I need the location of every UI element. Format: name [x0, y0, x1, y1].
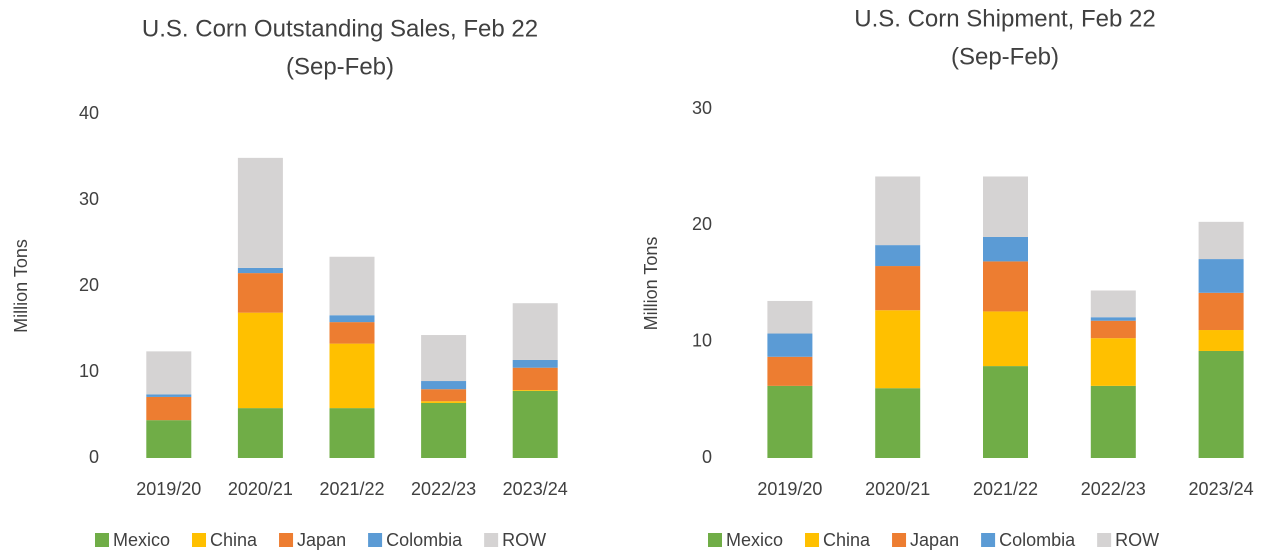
- y-tick-label: 40: [79, 103, 99, 123]
- bar-segment: [1198, 292, 1244, 331]
- bar-segment: [237, 157, 283, 268]
- y-tick-label: 0: [89, 447, 99, 467]
- legend-swatch: [368, 533, 383, 547]
- bar-segment: [875, 176, 921, 246]
- legend-label: China: [823, 530, 871, 550]
- bar-segment: [329, 408, 375, 458]
- bar-segment: [767, 356, 813, 386]
- bar-segment: [146, 394, 192, 397]
- legend-label: Japan: [297, 530, 346, 550]
- x-tick-label: 2022/23: [411, 479, 476, 499]
- bar-segment: [1198, 350, 1244, 458]
- x-tick-label: 2023/24: [503, 479, 568, 499]
- legend-label: Colombia: [999, 530, 1076, 550]
- bar-segment: [1090, 338, 1136, 386]
- legend-label: China: [210, 530, 258, 550]
- bar-segment: [146, 420, 192, 458]
- bar-segment: [767, 385, 813, 458]
- legend-swatch: [484, 533, 499, 547]
- x-tick-label: 2020/21: [228, 479, 293, 499]
- bar-segment: [329, 343, 375, 409]
- bar-segment: [329, 322, 375, 344]
- legend-swatch: [805, 533, 820, 547]
- bar-segment: [237, 273, 283, 313]
- bar-segment: [767, 300, 813, 334]
- chart-title: U.S. Corn Shipment, Feb 22: [854, 5, 1155, 32]
- bar-segment: [329, 315, 375, 323]
- bar-segment: [421, 381, 467, 390]
- chart-subtitle: (Sep-Feb): [951, 43, 1059, 70]
- y-axis-label: Million Tons: [11, 239, 31, 333]
- legend-swatch: [1097, 533, 1112, 547]
- bar-segment: [512, 390, 558, 458]
- bar-segment: [875, 266, 921, 311]
- x-tick-label: 2021/22: [319, 479, 384, 499]
- bar-segment: [146, 396, 192, 421]
- x-tick-label: 2019/20: [757, 479, 822, 499]
- bar-segment: [1090, 320, 1136, 339]
- bar-segment: [983, 236, 1028, 262]
- bar-segment: [329, 256, 375, 316]
- x-tick-label: 2023/24: [1189, 479, 1254, 499]
- bar-segment: [983, 176, 1028, 237]
- y-tick-label: 10: [79, 361, 99, 381]
- bar-segment: [875, 310, 921, 389]
- bar-segment: [1090, 385, 1136, 458]
- bar-segment: [1090, 317, 1136, 321]
- bar-segment: [875, 245, 921, 267]
- bar-segment: [512, 390, 558, 391]
- bar-segment: [421, 401, 467, 403]
- legend-swatch: [95, 533, 109, 547]
- y-tick-label: 0: [702, 447, 712, 467]
- bar-segment: [983, 311, 1028, 367]
- bar-segment: [1198, 259, 1244, 293]
- bar-segment: [237, 408, 283, 458]
- bar-segment: [767, 333, 813, 357]
- legend-swatch: [892, 533, 907, 547]
- bar-segment: [421, 335, 467, 382]
- y-tick-label: 30: [692, 98, 712, 118]
- y-axis-label: Million Tons: [641, 237, 661, 331]
- bar-segment: [1198, 221, 1244, 260]
- chart-subtitle: (Sep-Feb): [286, 53, 394, 80]
- legend-label: Colombia: [386, 530, 463, 550]
- x-tick-label: 2021/22: [973, 479, 1038, 499]
- x-tick-label: 2019/20: [136, 479, 201, 499]
- bar-segment: [237, 312, 283, 409]
- bar-segment: [1198, 330, 1244, 351]
- legend-label: ROW: [1115, 530, 1159, 550]
- legend-swatch: [708, 533, 722, 547]
- bar-segment: [983, 366, 1028, 458]
- legend-label: ROW: [502, 530, 546, 550]
- bar-segment: [512, 303, 558, 360]
- legend-swatch: [192, 533, 207, 547]
- legend-label: Mexico: [113, 530, 170, 550]
- bar-segment: [512, 367, 558, 391]
- bar-segment: [512, 359, 558, 368]
- bar-segment: [983, 261, 1028, 312]
- bar-segment: [421, 402, 467, 458]
- x-tick-label: 2020/21: [865, 479, 930, 499]
- bar-segment: [146, 351, 192, 395]
- bar-segment: [421, 389, 467, 402]
- x-tick-label: 2022/23: [1081, 479, 1146, 499]
- legend-label: Japan: [910, 530, 959, 550]
- y-tick-label: 20: [692, 214, 712, 234]
- bar-segment: [1090, 290, 1136, 318]
- legend-swatch: [981, 533, 996, 547]
- legend-label: Mexico: [726, 530, 783, 550]
- bar-segment: [237, 267, 283, 274]
- bar-segment: [875, 388, 921, 458]
- chart-title: U.S. Corn Outstanding Sales, Feb 22: [142, 15, 538, 42]
- y-tick-label: 30: [79, 189, 99, 209]
- y-tick-label: 20: [79, 275, 99, 295]
- y-tick-label: 10: [692, 330, 712, 350]
- legend-swatch: [279, 533, 294, 547]
